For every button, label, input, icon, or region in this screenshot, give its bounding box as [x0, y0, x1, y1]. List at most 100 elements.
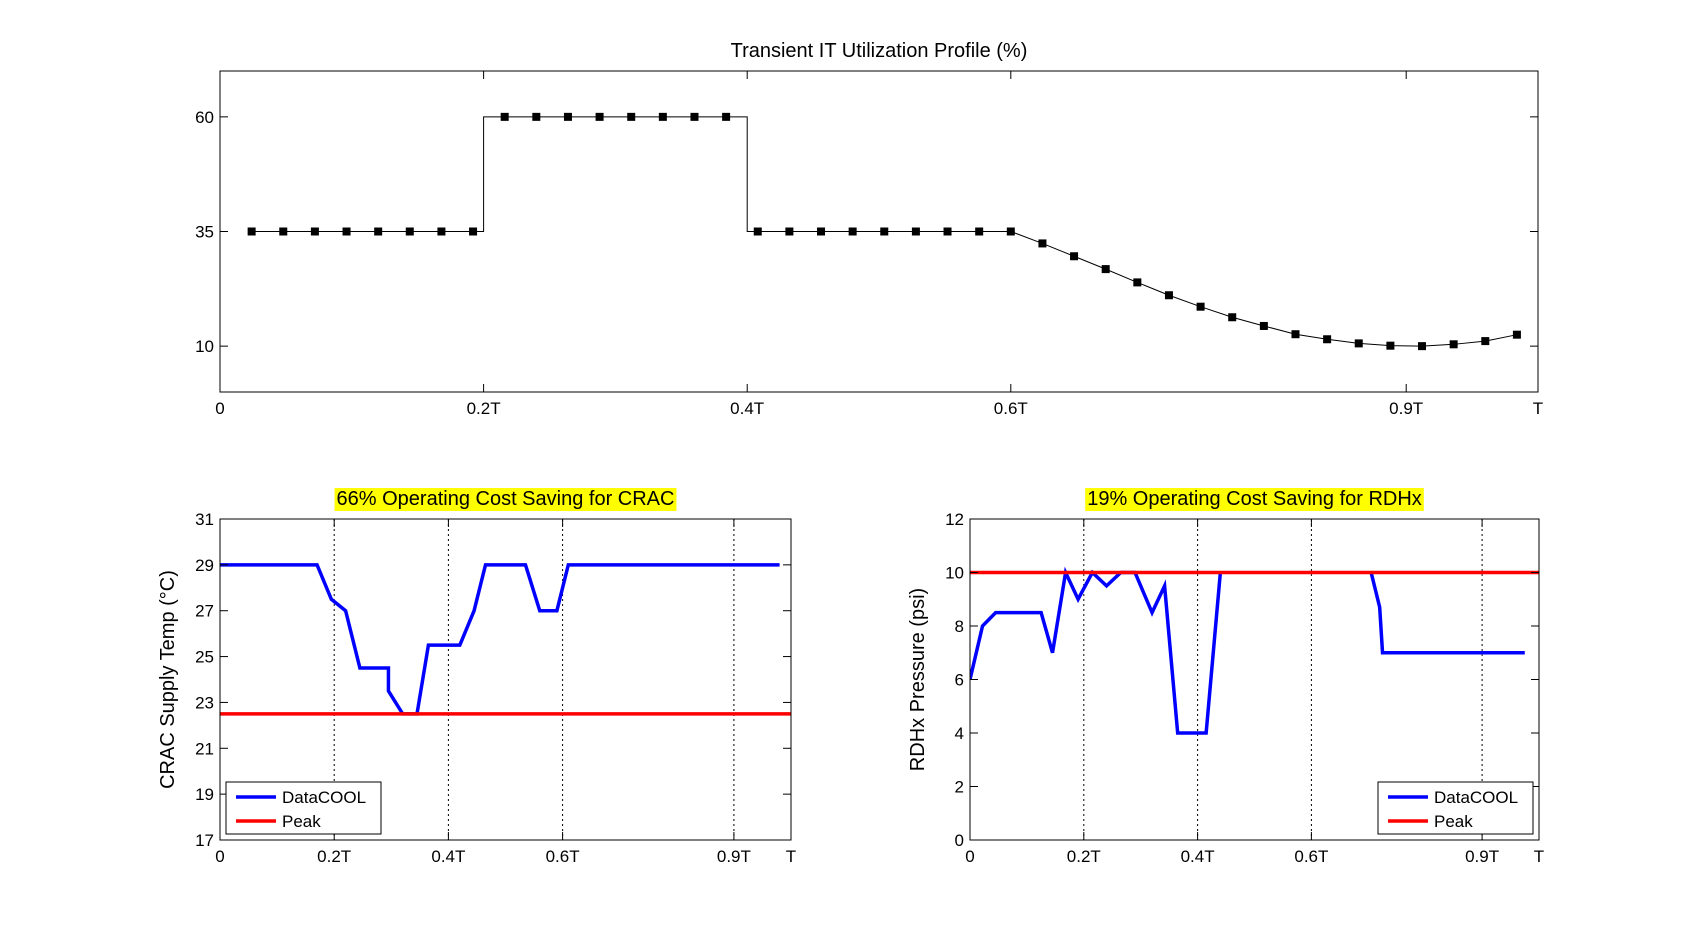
series-line — [251, 116, 1518, 347]
x-tick-label: 0.2T — [467, 399, 501, 418]
data-point — [975, 227, 984, 236]
y-axis-label: RDHx Pressure (psi) — [907, 588, 929, 771]
data-point — [279, 227, 288, 236]
y-tick-label: 27 — [195, 602, 214, 621]
data-point — [911, 227, 920, 236]
chart-crac: 0 0.2T 0.4T 0.6T 0.9T T 17 19 21 23 25 27 29 31 66% Op… — [157, 488, 796, 866]
x-tick-label: T — [786, 847, 796, 866]
x-tick-label: 0.9T — [1389, 399, 1423, 418]
data-point — [753, 227, 762, 236]
y-tick-label: 0 — [955, 831, 964, 850]
data-point — [374, 227, 383, 236]
data-point — [690, 112, 699, 121]
data-point — [1418, 342, 1427, 351]
data-point — [1481, 337, 1490, 346]
legend-entry: DataCOOL — [1434, 788, 1518, 807]
y-tick-label: 8 — [955, 617, 964, 636]
series-group — [251, 116, 1518, 347]
legend-box — [225, 781, 382, 835]
y-tick-label: 23 — [195, 693, 214, 712]
data-point — [1228, 313, 1237, 322]
data-point — [1164, 291, 1173, 300]
legend-entry: DataCOOL — [282, 788, 366, 807]
x-tick-label: 0.2T — [1067, 847, 1101, 866]
y-axis-label: CRAC Supply Temp (°C) — [157, 570, 179, 789]
data-point — [1449, 340, 1458, 349]
data-point — [1354, 339, 1363, 348]
data-point — [405, 227, 414, 236]
chart-rdhx: 0 0.2T 0.4T 0.6T 0.9T T 0 2 4 6 8 10 12 19% Operating… — [907, 488, 1544, 866]
data-point — [785, 227, 794, 236]
legend: DataCOOL Peak — [1377, 781, 1534, 835]
data-point — [1196, 302, 1205, 311]
legend: DataCOOL Peak — [225, 781, 382, 835]
axes-box — [219, 518, 792, 841]
data-point — [532, 112, 541, 121]
y-tick-label: 12 — [945, 510, 964, 529]
data-point — [722, 112, 731, 121]
legend-entry: Peak — [1434, 812, 1473, 831]
data-point — [880, 227, 889, 236]
legend-box — [1377, 781, 1534, 835]
data-point — [469, 227, 478, 236]
x-tick-label: 0.6T — [994, 399, 1028, 418]
data-point — [342, 227, 351, 236]
chart-title: Transient IT Utilization Profile (%) — [731, 40, 1028, 62]
data-point — [627, 112, 636, 121]
data-point — [595, 112, 604, 121]
data-point — [943, 227, 952, 236]
data-point — [1291, 330, 1300, 339]
x-tick-label: 0 — [965, 847, 974, 866]
legend-entry: Peak — [282, 812, 321, 831]
series-group — [970, 566, 1539, 735]
y-tick-label: 21 — [195, 739, 214, 758]
data-point — [1133, 278, 1142, 287]
data-point — [1512, 330, 1521, 339]
y-tick-label: 35 — [195, 223, 214, 242]
series-datacool — [970, 566, 1223, 735]
y-tick-label: 10 — [945, 564, 964, 583]
x-tick-label: 0 — [215, 847, 224, 866]
x-tick-label: T — [1534, 847, 1544, 866]
data-point — [1259, 321, 1268, 330]
series-group — [220, 563, 791, 716]
data-point — [1006, 227, 1015, 236]
data-point — [437, 227, 446, 236]
x-tick-label: T — [1533, 399, 1543, 418]
x-tick-label: 0.9T — [1465, 847, 1499, 866]
y-tick-label: 31 — [195, 510, 214, 529]
data-point — [1323, 335, 1332, 344]
y-tick-label: 4 — [955, 724, 964, 743]
data-point — [1038, 239, 1047, 248]
data-point — [848, 227, 857, 236]
y-tick-label: 6 — [955, 671, 964, 690]
x-tick-label: 0.4T — [730, 399, 764, 418]
data-point — [1386, 341, 1395, 350]
y-tick-label: 25 — [195, 648, 214, 667]
y-tick-label: 10 — [195, 337, 214, 356]
data-point — [310, 227, 319, 236]
series-datacool — [220, 563, 780, 716]
data-point — [563, 112, 572, 121]
series-line — [1369, 572, 1525, 655]
data-point — [817, 227, 826, 236]
title-highlight — [1085, 488, 1424, 511]
x-tick-label: 0.6T — [1294, 847, 1328, 866]
data-point — [1101, 265, 1110, 274]
chart-title: 19% Operating Cost Saving for RDHx — [1087, 488, 1422, 510]
chart-utilization: 0 0.2T 0.4T 0.6T 0.9T T 10 35 60 Transient IT Uti… — [195, 40, 1543, 418]
data-point — [500, 112, 509, 121]
x-tick-label: 0.6T — [546, 847, 580, 866]
chart-title: 66% Operating Cost Saving for CRAC — [337, 488, 675, 510]
y-tick-label: 29 — [195, 556, 214, 575]
y-tick-label: 60 — [195, 108, 214, 127]
x-tick-label: 0.4T — [1181, 847, 1215, 866]
x-tick-label: 0.2T — [317, 847, 351, 866]
title-highlight — [334, 488, 677, 511]
x-tick-label: 0.4T — [431, 847, 465, 866]
y-tick-label: 19 — [195, 785, 214, 804]
x-tick-label: 0 — [215, 399, 224, 418]
